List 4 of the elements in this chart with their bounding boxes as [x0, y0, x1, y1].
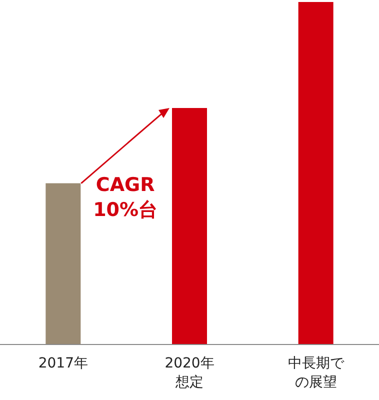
x-tick-label: 2020年想定	[164, 356, 214, 390]
x-tick-label: 中長期での展望	[288, 356, 345, 390]
x-tick-label: 2017年	[38, 356, 88, 372]
annotation: CAGR 10%台	[92, 173, 159, 224]
